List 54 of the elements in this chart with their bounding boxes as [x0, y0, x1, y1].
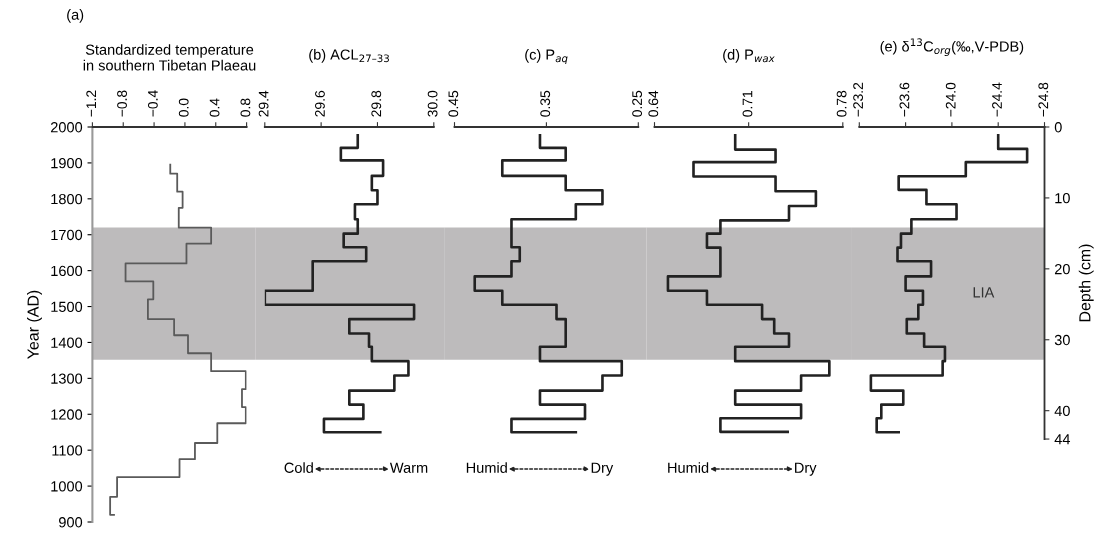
y-tick-label: 1800: [51, 193, 83, 205]
y-tick-label: 1300: [51, 373, 83, 384]
x-tick-label: 30.0: [427, 90, 438, 117]
y2-tick-label: 44: [1054, 434, 1071, 445]
y-axis-title: Year (AD): [27, 290, 42, 359]
x-tick-label: −1.2: [86, 90, 96, 117]
x-tick-label: −23.6: [899, 82, 910, 117]
annotation: Dry: [795, 462, 817, 476]
y-tick-label: 1900: [51, 158, 83, 169]
y-tick-label: 1700: [51, 229, 83, 241]
x-tick-label: 0.25: [632, 90, 643, 117]
chart-title: (c) P$_{aq}$: [525, 49, 568, 65]
x-tick-label: −23.2: [853, 82, 864, 117]
annotation: Humid: [668, 462, 709, 473]
x-tick-label: 29.8: [371, 90, 382, 117]
annotation: Cold: [284, 462, 313, 473]
x-tick-label: 29.4: [258, 90, 269, 117]
y2-tick-label: 0: [1054, 122, 1062, 133]
annotation: Dry: [591, 462, 614, 476]
x-tick-label: 0.8: [240, 98, 251, 117]
x-tick-label: 0.4: [209, 98, 220, 117]
chart-title: (a): [67, 9, 84, 23]
y-tick-label: 1000: [51, 481, 83, 492]
y2-tick-label: 30: [1054, 334, 1070, 346]
x-tick-label: −24.4: [992, 82, 1002, 117]
y2-tick-label: 40: [1054, 405, 1070, 417]
y-tick-label: 1400: [51, 337, 83, 348]
x-tick-label: 0.71: [742, 90, 753, 117]
x-tick-label: 29.6: [315, 90, 325, 117]
y-tick-label: 1100: [52, 445, 83, 456]
x-tick-label: 0.45: [448, 90, 459, 117]
y2-tick-label: 10: [1055, 193, 1070, 204]
x-tick-label: −0.4: [147, 90, 158, 117]
x-tick-label: 0.64: [648, 90, 659, 117]
y2-axis-title: Depth (cm): [1078, 244, 1094, 322]
chart-title: (b) ACL$_{27–33}$: [309, 49, 389, 63]
x-axis-title: Standardized temperature in southern Tibetan Plaeau: [83, 44, 256, 71]
y2-tick-label: 20: [1054, 263, 1070, 275]
y-tick-label: 1200: [51, 409, 83, 420]
x-tick-label: 0.0: [178, 98, 189, 117]
chart-title: (d) P$_{wax}$: [723, 49, 775, 63]
x-tick-label: 0.78: [836, 90, 847, 117]
x-tick-label: −24.0: [945, 82, 956, 117]
annotation: Warm: [389, 462, 428, 473]
chart-title: (e) δ$^{13}$C$_{org}$(‰,V-PDB): [880, 38, 1024, 56]
x-tick-label: 0.35: [540, 90, 551, 117]
y-tick-label: 1500: [51, 301, 83, 312]
annotation: Humid: [466, 462, 507, 473]
y-tick-label: 2000: [50, 122, 83, 133]
x-tick-label: −0.8: [117, 90, 127, 117]
band-label: LIA: [973, 287, 995, 298]
y-tick-label: 1600: [51, 265, 83, 277]
y-tick-label: 900: [59, 517, 83, 528]
x-tick-label: −24.8: [1038, 82, 1049, 117]
